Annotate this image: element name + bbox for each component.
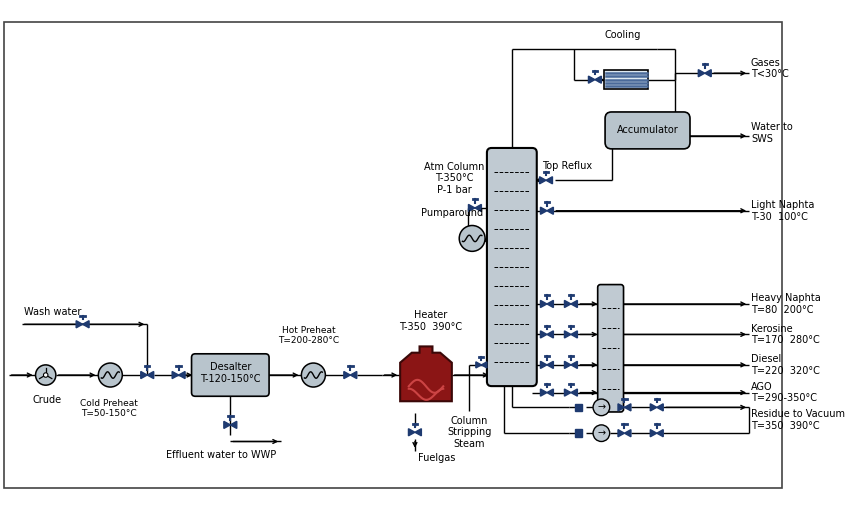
Text: Light Naphta
T-30  100°C: Light Naphta T-30 100°C [751,200,814,222]
Polygon shape [618,430,625,437]
Polygon shape [625,404,631,411]
FancyBboxPatch shape [487,148,536,386]
Text: Fuelgas: Fuelgas [417,453,455,462]
Polygon shape [475,204,481,212]
Text: Hot Preheat
T=200-280°C: Hot Preheat T=200-280°C [278,326,339,345]
FancyBboxPatch shape [598,285,624,412]
Polygon shape [547,361,553,368]
Polygon shape [618,404,625,411]
Polygon shape [230,422,237,428]
Polygon shape [541,361,547,368]
Polygon shape [650,430,657,437]
Bar [575,404,582,411]
FancyBboxPatch shape [191,354,269,396]
Polygon shape [540,177,546,184]
Text: Wash water: Wash water [25,307,82,317]
Text: Gases
T<30°C: Gases T<30°C [751,58,789,79]
Polygon shape [350,371,357,379]
Circle shape [99,363,122,387]
Circle shape [593,399,609,415]
Polygon shape [541,300,547,308]
Polygon shape [541,389,547,396]
Text: Top Reflux: Top Reflux [542,161,592,171]
Text: Water to
SWS: Water to SWS [751,123,793,144]
Polygon shape [571,331,577,338]
Polygon shape [224,422,230,428]
Polygon shape [588,76,595,83]
Polygon shape [141,371,147,379]
Text: Residue to Vacuum
T=350  390°C: Residue to Vacuum T=350 390°C [751,409,845,431]
Polygon shape [178,371,185,379]
Bar [604,70,649,89]
Text: →: → [598,402,605,412]
Polygon shape [547,331,553,338]
Polygon shape [571,361,577,368]
Text: Column
Stripping
Steam: Column Stripping Steam [447,415,491,449]
Circle shape [36,365,56,385]
Circle shape [593,425,609,442]
Circle shape [43,373,48,377]
Polygon shape [547,300,553,308]
Polygon shape [344,371,350,379]
Polygon shape [409,429,415,436]
Text: Heavy Naphta
T=80  200°C: Heavy Naphta T=80 200°C [751,293,820,315]
Polygon shape [541,207,547,214]
Polygon shape [547,389,553,396]
Polygon shape [173,371,178,379]
Polygon shape [82,321,89,328]
Bar [575,430,582,437]
Text: →: → [598,428,605,438]
Text: Effluent water to WWP: Effluent water to WWP [166,450,276,460]
Polygon shape [705,69,711,77]
Text: Kerosine
T=170  280°C: Kerosine T=170 280°C [751,323,819,345]
Polygon shape [657,404,663,411]
Polygon shape [699,69,705,77]
Circle shape [459,225,485,251]
Polygon shape [564,389,571,396]
Polygon shape [541,331,547,338]
Polygon shape [595,76,602,83]
Polygon shape [476,362,481,368]
Polygon shape [400,346,452,401]
Polygon shape [468,204,475,212]
Polygon shape [481,362,487,368]
Polygon shape [415,429,422,436]
Text: Atm Column
T-350°C
P-1 bar: Atm Column T-350°C P-1 bar [424,162,484,195]
Text: Diesel
T=220  320°C: Diesel T=220 320°C [751,354,819,376]
Polygon shape [564,361,571,368]
Polygon shape [147,371,154,379]
Polygon shape [547,207,553,214]
Text: Cold Preheat
T=50-150°C: Cold Preheat T=50-150°C [80,399,138,419]
Text: Heater
T-350  390°C: Heater T-350 390°C [399,310,462,332]
Polygon shape [571,300,577,308]
Text: Desalter
T-120-150°C: Desalter T-120-150°C [200,362,261,384]
Circle shape [302,363,326,387]
Text: Pumparound: Pumparound [421,208,483,218]
Polygon shape [76,321,82,328]
Polygon shape [571,389,577,396]
Polygon shape [564,300,571,308]
Polygon shape [546,177,552,184]
Polygon shape [650,404,657,411]
Text: Cooling: Cooling [604,30,641,40]
Polygon shape [657,430,663,437]
Polygon shape [564,331,571,338]
Text: Accumulator: Accumulator [616,125,678,135]
Text: AGO
T=290-350°C: AGO T=290-350°C [751,382,817,403]
FancyBboxPatch shape [605,112,690,149]
Polygon shape [625,430,631,437]
Text: Crude: Crude [33,396,62,405]
